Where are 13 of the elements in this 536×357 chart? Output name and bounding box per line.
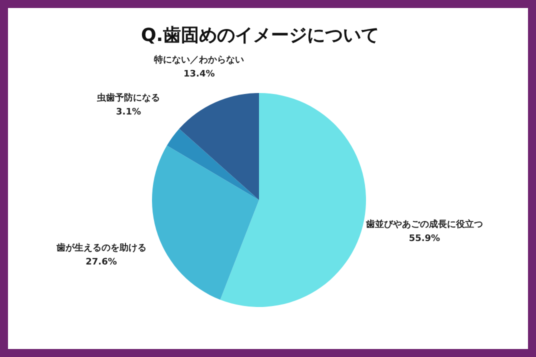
pie-slice [179, 93, 259, 200]
pie-slice [220, 93, 366, 307]
slice-label: 歯並びやあごの成長に役立つ [364, 219, 483, 230]
pie-slice [152, 146, 259, 300]
pie-slice [166, 128, 259, 200]
slice-label: 虫歯予防になる [96, 92, 160, 104]
data-label: 27.6% [86, 258, 117, 268]
data-label: 13.4% [184, 69, 215, 80]
data-label: 55.9% [408, 234, 440, 244]
slice-label: 歯が生えるのを助ける [55, 242, 146, 254]
data-label: 3.1% [116, 108, 141, 118]
chart-title: Q.歯固めのイメージについて [140, 25, 380, 46]
slice-label: 特にない／わからない [153, 54, 244, 66]
